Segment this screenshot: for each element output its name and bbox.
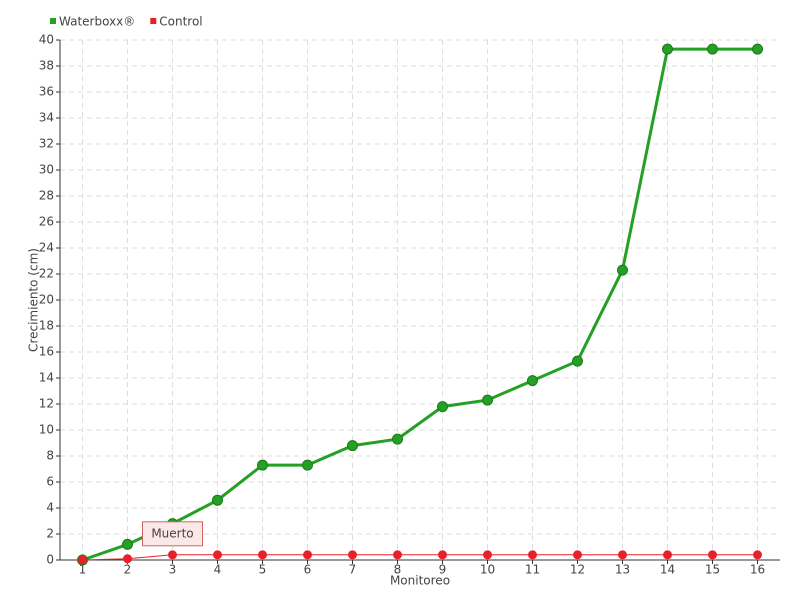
x-tick-label: 3	[169, 563, 177, 577]
data-point	[528, 550, 537, 560]
y-tick-label: 26	[39, 215, 54, 229]
annotation-box	[142, 521, 203, 547]
y-tick-label: 36	[39, 85, 54, 99]
x-tick-label: 9	[439, 563, 447, 577]
y-tick-label: 20	[39, 293, 54, 307]
data-point	[752, 43, 763, 55]
y-tick-label: 8	[46, 449, 54, 463]
x-tick-label: 6	[304, 563, 312, 577]
x-tick-label: 4	[214, 563, 222, 577]
y-tick-label: 0	[46, 553, 54, 567]
y-tick-label: 40	[39, 33, 54, 47]
data-point	[393, 550, 402, 560]
data-point	[618, 550, 627, 560]
data-point	[482, 394, 493, 406]
x-tick-label: 2	[124, 563, 132, 577]
legend-swatch	[50, 18, 56, 24]
data-point	[527, 375, 538, 387]
x-tick-label: 15	[705, 563, 720, 577]
y-tick-label: 12	[39, 397, 54, 411]
y-tick-label: 4	[46, 501, 54, 515]
data-point	[122, 538, 133, 550]
data-point	[258, 550, 267, 560]
data-point	[753, 550, 762, 560]
x-tick-label: 8	[394, 563, 402, 577]
series-line	[82, 47, 758, 562]
data-point	[78, 555, 87, 565]
data-point	[123, 554, 132, 564]
y-tick-label: 6	[46, 475, 54, 489]
data-point	[303, 550, 312, 560]
data-point	[168, 550, 177, 560]
y-tick-label: 38	[39, 59, 54, 73]
data-point	[573, 550, 582, 560]
data-point	[663, 550, 672, 560]
x-tick-label: 1	[79, 563, 87, 577]
y-tick-label: 2	[46, 527, 54, 541]
legend-label: Control	[159, 15, 202, 29]
legend-swatch	[150, 18, 157, 24]
y-tick-label: 10	[39, 423, 54, 437]
data-point	[483, 550, 492, 560]
y-tick-label: 16	[39, 345, 54, 359]
data-point	[708, 550, 717, 560]
data-point	[437, 401, 448, 413]
data-point	[617, 264, 628, 276]
x-tick-label: 12	[570, 563, 585, 577]
data-point	[348, 550, 357, 560]
y-tick-label: 34	[39, 111, 54, 125]
x-tick-label: 13	[615, 563, 630, 577]
x-axis-label: Monitoreo	[390, 574, 450, 588]
data-point	[662, 43, 673, 55]
y-tick-label: 30	[39, 163, 54, 177]
data-point	[257, 459, 268, 471]
x-tick-label: 7	[349, 563, 357, 577]
data-point	[212, 494, 223, 506]
y-tick-label: 28	[39, 189, 54, 203]
y-tick-label: 14	[39, 371, 54, 385]
data-point	[392, 433, 403, 445]
legend-label: Waterboxx®	[59, 15, 135, 29]
annotation: Muerto	[151, 526, 193, 540]
x-tick-label: 5	[259, 563, 267, 577]
data-point	[572, 355, 583, 367]
x-tick-label: 16	[750, 563, 765, 577]
y-tick-label: 32	[39, 137, 54, 151]
data-point	[302, 459, 313, 471]
x-tick-label: 14	[660, 563, 675, 577]
y-tick-label: 24	[39, 241, 54, 255]
y-tick-label: 22	[39, 267, 54, 281]
series-line	[82, 554, 758, 561]
data-point	[347, 440, 358, 452]
y-tick-label: 18	[39, 319, 54, 333]
data-point	[438, 550, 447, 560]
x-tick-label: 11	[525, 563, 540, 577]
data-point	[707, 43, 718, 55]
data-point	[213, 550, 222, 560]
y-axis-label: Crecimiento (cm)	[27, 248, 41, 352]
x-tick-label: 10	[480, 563, 495, 577]
